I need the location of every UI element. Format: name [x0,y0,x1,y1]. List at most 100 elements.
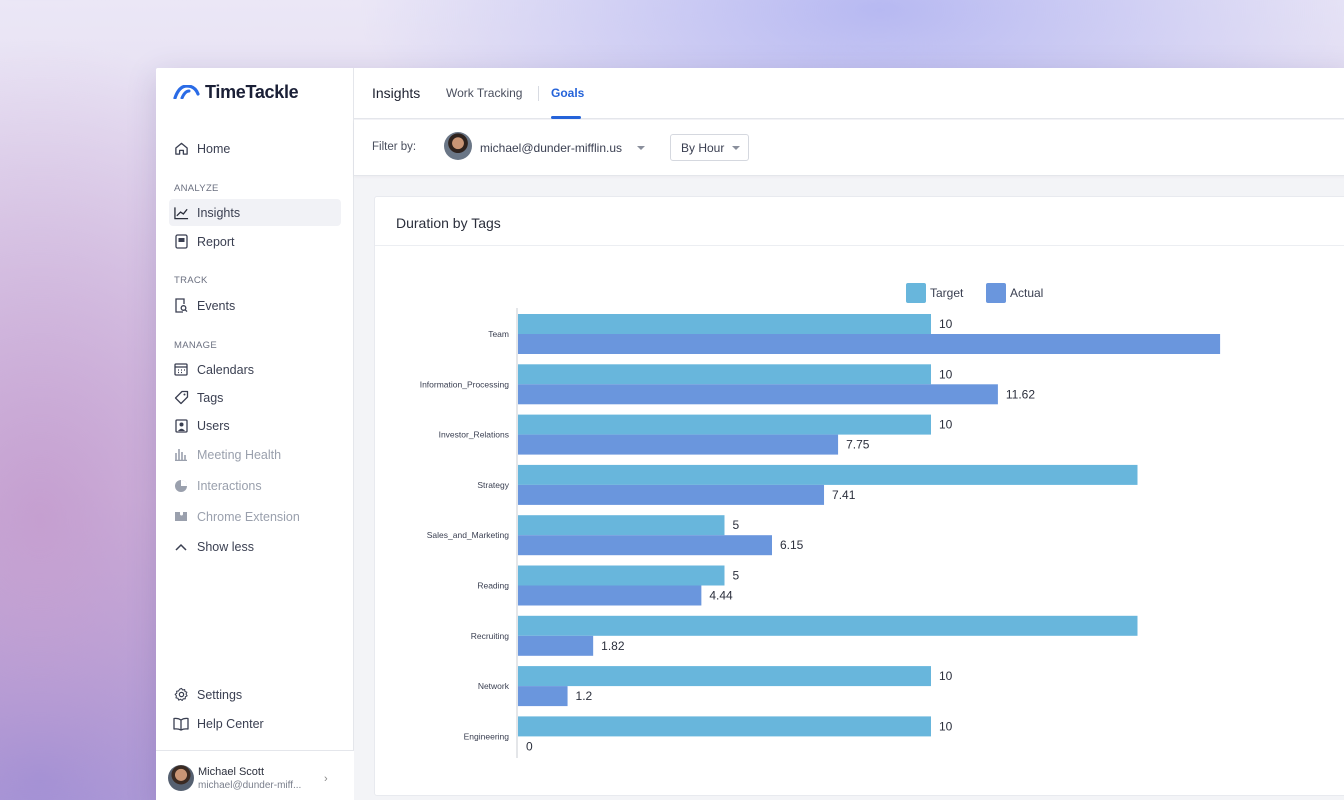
data-label: 10 [939,719,953,733]
data-label: 7.41 [832,488,856,502]
divider [375,245,1344,246]
logo-text: TimeTackle [205,81,299,102]
data-label: 10 [939,418,953,432]
bar-target [518,314,931,334]
avatar [444,132,472,160]
chart-card: Duration by Tags Target Actual Team 10 Infor… [374,196,1344,796]
section-label-track: TRACK [174,275,208,286]
data-label: 1.2 [576,689,593,703]
sidebar-item-label: Calendars [197,362,254,377]
duration-by-tags-chart: Target Actual Team 10 Information_Processing… [420,283,1221,758]
user-filter-select[interactable]: michael@dunder-mifflin.us [480,141,623,155]
sidebar-item-label: Insights [197,205,241,220]
sidebar-item-interactions[interactable]: Interactions [169,472,341,499]
filter-bar: Filter by: michael@dunder-mifflin.us By … [354,120,1344,176]
logo-mark-icon [173,85,200,99]
chevron-down-icon[interactable] [637,146,645,150]
sidebar-item-label: Users [197,418,230,433]
sidebar-item-label: Events [197,298,236,313]
sidebar-item-label: Show less [197,539,254,554]
report-icon [173,234,189,250]
y-tick-label: Strategy [477,480,509,490]
section-label-manage: MANAGE [174,340,217,351]
calendar-icon [173,362,189,378]
app-window: TimeTackle Home ANALYZE Insights Report … [156,68,1344,800]
tag-icon [173,390,189,406]
chevron-down-icon [732,146,740,150]
data-label: 11.62 [1006,387,1035,401]
legend-label-actual: Actual [1010,286,1043,300]
y-tick-label: Recruiting [471,631,510,641]
sidebar-item-label: Chrome Extension [197,509,300,524]
sidebar-item-label: Report [197,234,235,249]
sidebar-item-calendars[interactable]: Calendars [169,356,341,383]
data-label: 5 [733,569,740,583]
y-tick-label: Sales_and_Marketing [427,530,509,540]
bar-actual [518,585,702,606]
y-tick-label: Investor_Relations [439,430,509,440]
show-less-toggle[interactable]: Show less [169,533,341,560]
granularity-select[interactable]: By Hour [670,134,749,161]
sidebar-item-label: Help Center [197,716,264,731]
data-label: 1.82 [601,639,625,653]
chevron-right-icon: › [324,773,328,785]
tab-work-tracking[interactable]: Work Tracking [446,86,523,100]
user-name: Michael Scott [198,766,265,778]
data-label: 4.44 [709,589,733,603]
data-label: 5 [733,518,740,532]
bar-actual [518,484,825,505]
sidebar-item-meeting-health[interactable]: Meeting Health [169,441,341,468]
sidebar-item-label: Home [197,141,231,156]
data-label: 0 [526,739,533,753]
sidebar-item-label: Tags [197,390,224,405]
card-title: Duration by Tags [396,215,501,231]
y-tick-label: Reading [477,581,509,591]
sidebar: TimeTackle Home ANALYZE Insights Report … [156,68,354,800]
data-label: 6.15 [780,538,804,552]
pie-chart-icon [173,478,189,494]
bar-target [518,615,1138,636]
tab-goals[interactable]: Goals [551,86,585,100]
legend-swatch-target [906,283,926,303]
sidebar-item-events[interactable]: Events [169,292,341,319]
sidebar-item-home[interactable]: Home [169,135,341,162]
puzzle-icon [173,509,189,525]
legend-swatch-actual [986,283,1006,303]
bar-target [518,565,725,586]
bar-actual [518,635,594,656]
sidebar-item-chrome-extension[interactable]: Chrome Extension [169,503,341,530]
sidebar-item-report[interactable]: Report [169,228,341,255]
y-tick-label: Network [478,681,510,691]
avatar [168,765,194,791]
tab-divider [538,86,539,101]
gear-icon [173,687,189,703]
sidebar-item-insights[interactable]: Insights [169,199,341,226]
events-search-icon [173,298,189,314]
bar-actual [518,334,1221,354]
user-email: michael@dunder-miff... [198,780,302,791]
sidebar-item-settings[interactable]: Settings [169,681,341,708]
home-icon [173,141,189,157]
header: Insights Work Tracking Goals [354,68,1344,119]
sidebar-item-users[interactable]: Users [169,412,341,439]
section-label-analyze: ANALYZE [174,183,219,194]
bar-actual [518,535,772,556]
sidebar-item-label: Interactions [197,478,262,493]
data-label: 7.75 [846,438,870,452]
sidebar-item-label: Meeting Health [197,447,282,462]
app-logo[interactable]: TimeTackle [173,81,299,102]
data-label: 10 [939,317,953,331]
book-icon [173,716,189,732]
y-tick-label: Team [488,329,509,339]
bar-target [518,716,931,737]
sidebar-item-tags[interactable]: Tags [169,384,341,411]
trend-chart-icon [173,205,189,221]
legend-label-target: Target [930,286,964,300]
chevron-up-icon [173,539,189,555]
bar-chart-icon [173,447,189,463]
user-profile[interactable]: Michael Scott michael@dunder-miff... › [156,750,354,800]
filter-label: Filter by: [372,141,417,153]
active-tab-indicator [551,116,581,119]
bar-actual [518,686,568,707]
sidebar-item-help-center[interactable]: Help Center [169,710,341,737]
